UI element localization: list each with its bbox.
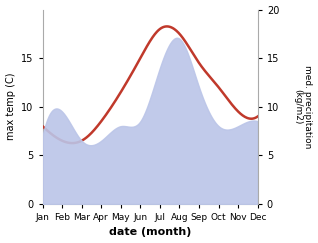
- X-axis label: date (month): date (month): [109, 227, 191, 237]
- Y-axis label: med. precipitation
(kg/m2): med. precipitation (kg/m2): [293, 65, 313, 148]
- Y-axis label: max temp (C): max temp (C): [5, 73, 16, 140]
